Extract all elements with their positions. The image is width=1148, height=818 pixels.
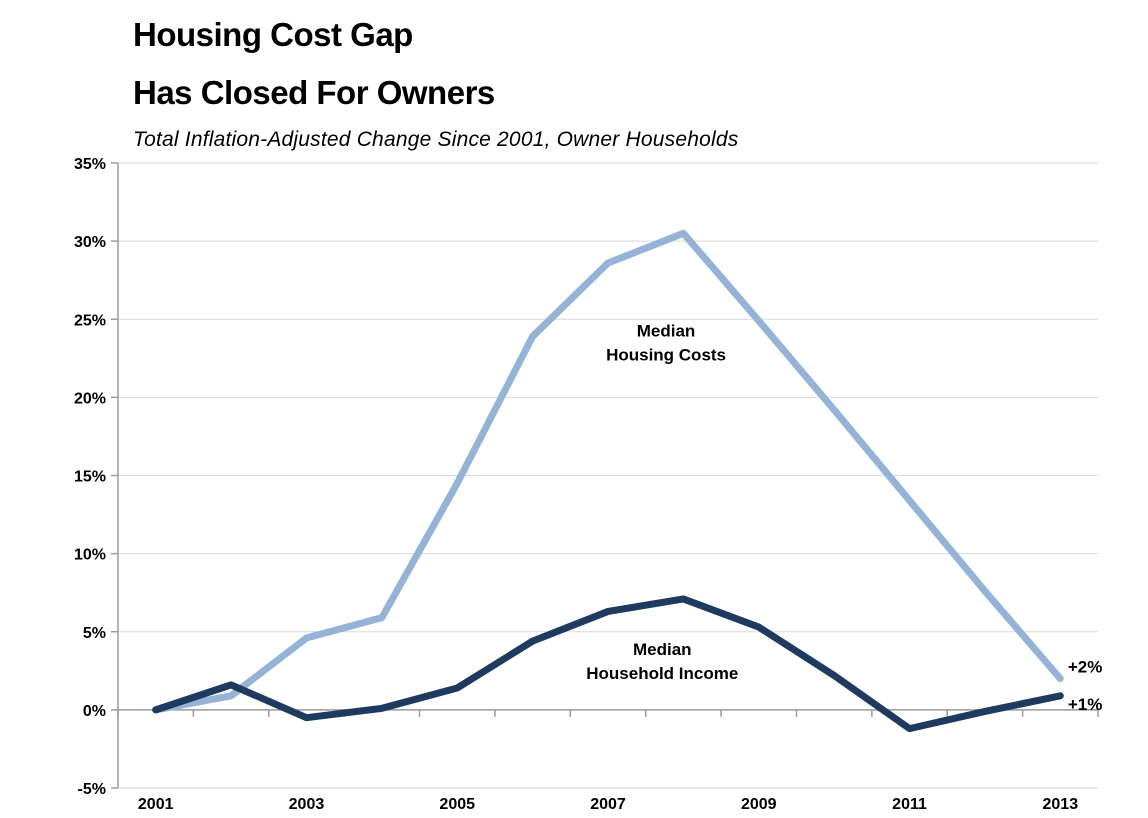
x-axis-tick-label: 2009 <box>741 796 777 813</box>
x-axis-tick-label: 2001 <box>138 796 174 813</box>
x-axis-tick-label: 2013 <box>1043 796 1079 813</box>
x-axis-tick-label: 2011 <box>892 796 927 813</box>
household-income-end-label: +1% <box>1068 695 1103 714</box>
y-axis-tick-label: 5% <box>83 625 106 642</box>
y-axis-tick-label: -5% <box>78 781 106 798</box>
housing-costs-label: Median <box>637 321 696 340</box>
series-line-median-housing-costs <box>152 229 1064 714</box>
household-income-label: Median <box>633 640 692 659</box>
housing-costs-end-label: +2% <box>1068 657 1103 676</box>
y-axis-tick-label: 25% <box>74 312 106 329</box>
y-axis-tick-label: 10% <box>74 547 106 564</box>
y-axis-tick-label: 20% <box>74 390 106 407</box>
chart-title-line1: Housing Cost Gap <box>133 16 413 53</box>
y-axis-tick-label: 30% <box>74 234 106 251</box>
household-income-label: Household Income <box>586 664 738 683</box>
y-axis-tick-label: 35% <box>74 156 106 173</box>
series-line-median-household-income <box>152 595 1064 733</box>
chart-title-line2: Has Closed For Owners <box>133 74 495 111</box>
x-axis-tick-label: 2005 <box>439 796 475 813</box>
x-axis-tick-label: 2007 <box>590 796 626 813</box>
housing-costs-label: Housing Costs <box>606 345 726 364</box>
y-axis-tick-label: 15% <box>74 469 106 486</box>
chart-subtitle: Total Inflation-Adjusted Change Since 20… <box>133 128 739 151</box>
y-axis-tick-label: 0% <box>83 703 106 720</box>
chart-header: Housing Cost Gap Has Closed For Owners T… <box>133 6 738 152</box>
x-axis-tick-label: 2003 <box>289 796 325 813</box>
